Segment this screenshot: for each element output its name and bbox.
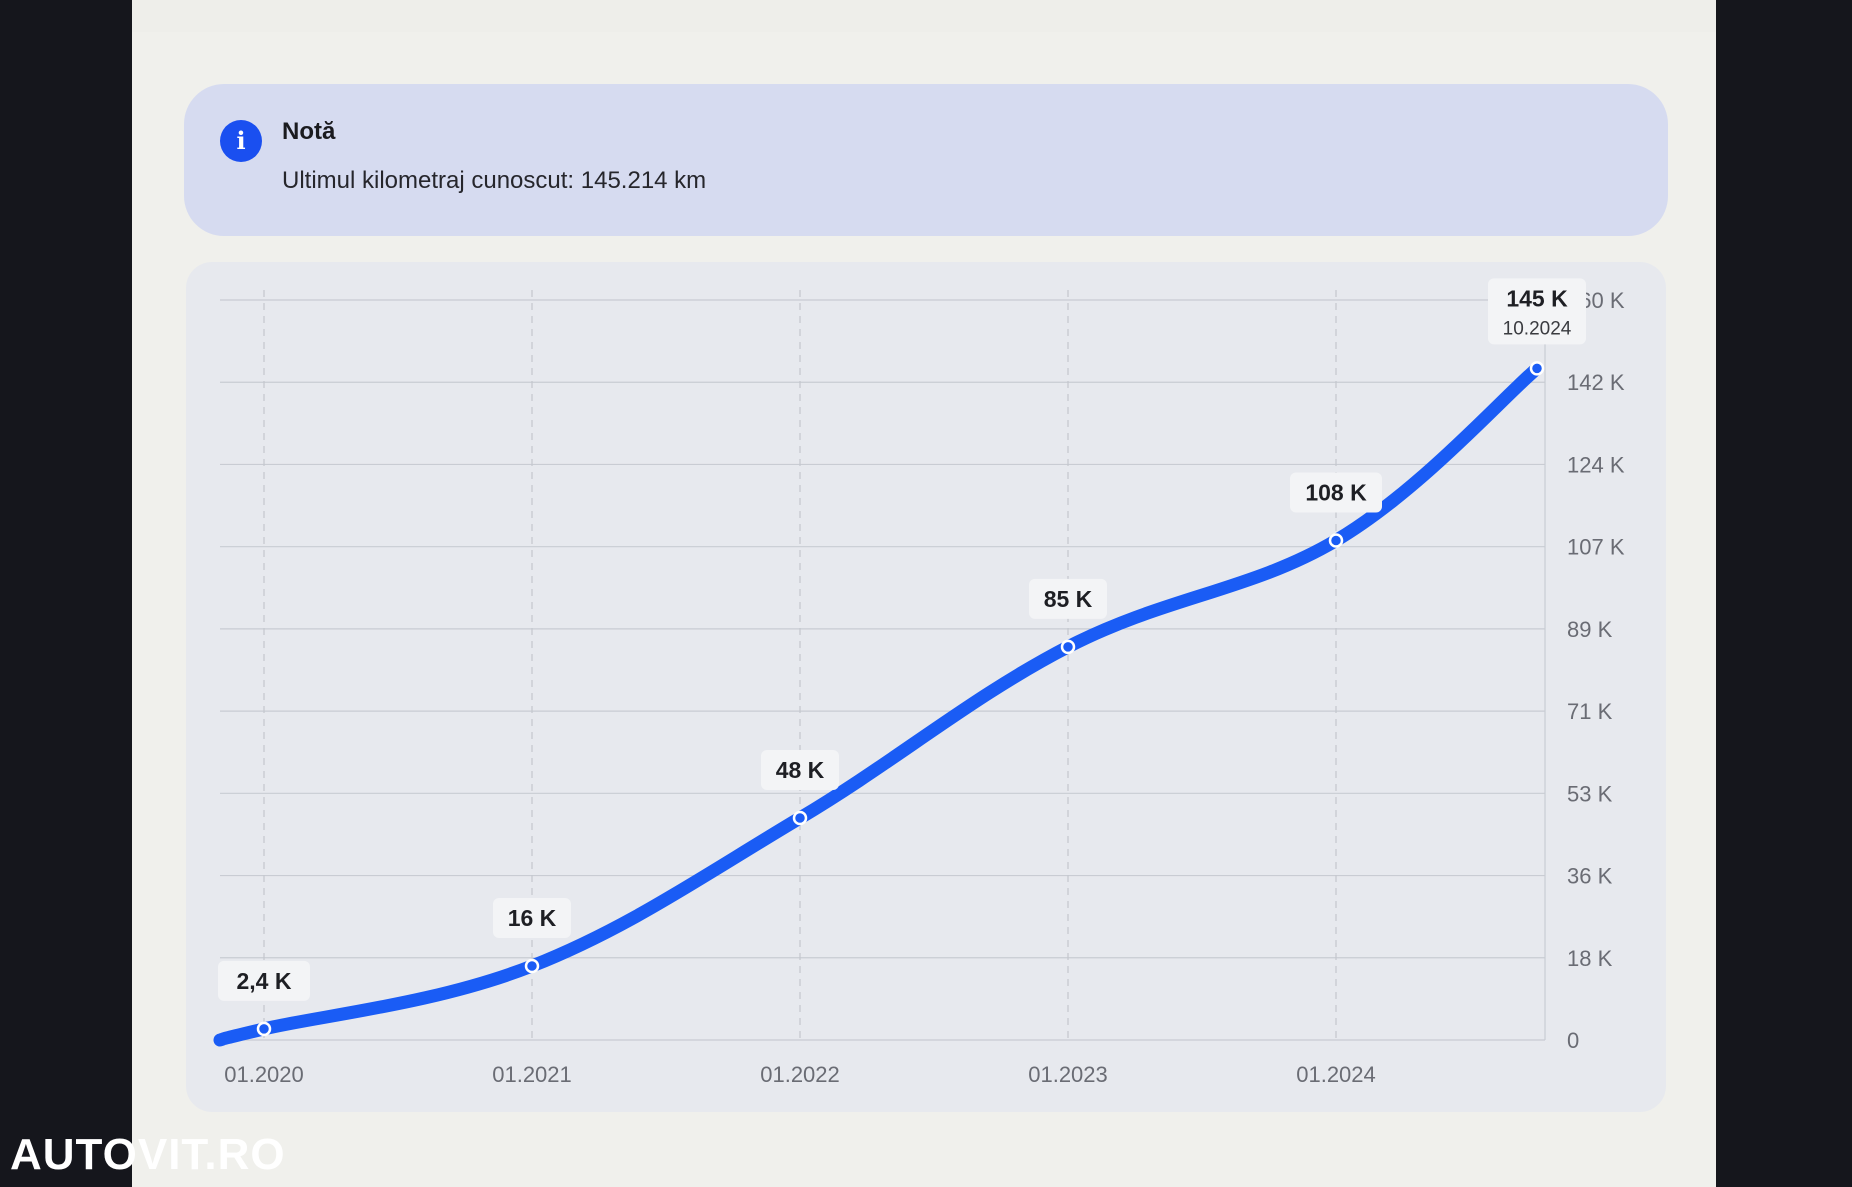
data-point xyxy=(524,958,540,974)
x-tick-label: 01.2022 xyxy=(760,1062,840,1087)
data-label: 145 K xyxy=(1506,285,1568,311)
info-icon: i xyxy=(220,120,262,162)
chart-card xyxy=(186,262,1666,1112)
data-label: 108 K xyxy=(1305,480,1367,506)
y-tick-label: 89 K xyxy=(1567,617,1613,642)
x-tick-label: 01.2020 xyxy=(224,1062,304,1087)
data-label-box xyxy=(761,750,839,790)
y-tick-label: 124 K xyxy=(1567,452,1625,477)
data-point xyxy=(1529,361,1545,376)
x-axis-ticks: 01.2020 01.2021 01.2022 01.2023 01.2024 xyxy=(224,1062,1376,1087)
data-label-box xyxy=(218,960,310,1001)
data-sublabel: 10.2024 xyxy=(1503,318,1572,339)
x-tick-label: 01.2023 xyxy=(1028,1062,1108,1087)
data-label: 16 K xyxy=(508,905,557,931)
data-label-box xyxy=(1290,472,1382,513)
data-points xyxy=(256,361,1545,1037)
data-label-box xyxy=(493,898,571,938)
data-point xyxy=(1060,639,1076,655)
data-point xyxy=(792,810,808,826)
y-tick-label: 107 K xyxy=(1567,535,1625,560)
data-label: 2,4 K xyxy=(237,968,292,994)
y-tick-label: 36 K xyxy=(1567,864,1613,889)
info-note xyxy=(184,84,1668,236)
note-title: Notă xyxy=(282,118,336,145)
data-label-box xyxy=(1488,278,1586,345)
data-labels: 2,4 K 16 K 48 K 85 K 108 K 145 K 10.2024 xyxy=(218,278,1586,1001)
x-tick-label: 01.2021 xyxy=(492,1062,572,1087)
x-tick-label: 01.2024 xyxy=(1296,1062,1376,1087)
series-line xyxy=(213,361,1544,1047)
data-point xyxy=(256,1021,272,1037)
mileage-line xyxy=(213,361,1544,1047)
y-tick-label: 142 K xyxy=(1567,370,1625,395)
chart-grid xyxy=(220,290,1546,1041)
y-tick-label: 71 K xyxy=(1567,699,1613,724)
y-tick-label: 18 K xyxy=(1567,946,1613,971)
y-tick-label: 0 xyxy=(1567,1028,1579,1053)
data-label: 85 K xyxy=(1044,586,1093,612)
data-point xyxy=(1328,533,1344,548)
watermark-logo: AUTOVIT.RO xyxy=(10,1130,286,1179)
data-label: 48 K xyxy=(776,757,825,783)
y-tick-label: 53 K xyxy=(1567,781,1613,806)
note-text: Ultimul kilometraj cunoscut: 145.214 km xyxy=(282,167,707,194)
data-label-box xyxy=(1029,578,1107,619)
